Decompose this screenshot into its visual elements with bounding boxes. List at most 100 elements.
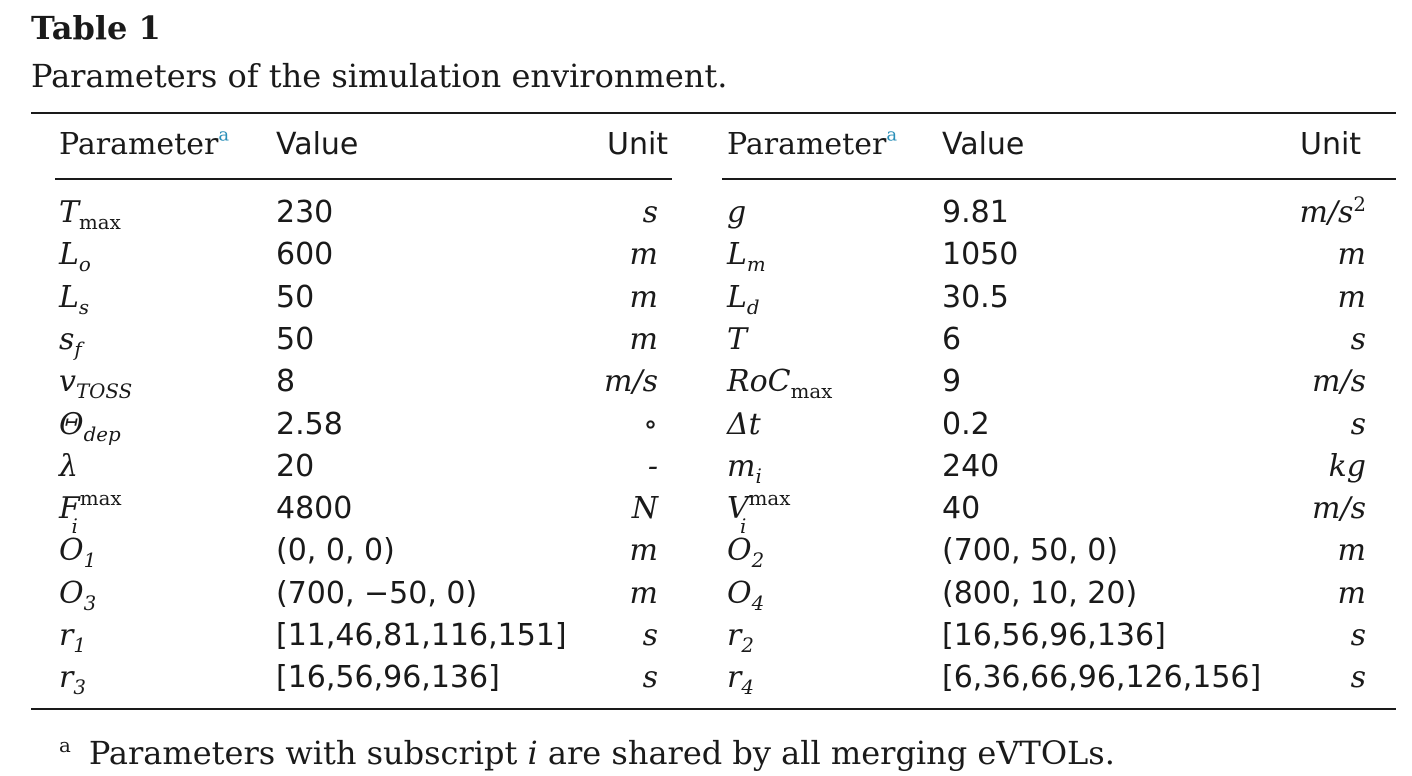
unit-text: m bbox=[629, 321, 658, 357]
unit-cell: kg bbox=[1286, 448, 1366, 484]
param-subscript: i bbox=[755, 464, 762, 488]
param-base: T bbox=[59, 195, 80, 230]
table-footnote: a Parameters with subscript i are shared … bbox=[59, 728, 1115, 771]
value-cell: (0, 0, 0) bbox=[276, 533, 395, 569]
unit-text: m bbox=[629, 533, 658, 569]
unit-text: m/s bbox=[1312, 364, 1366, 400]
param-base: s bbox=[59, 321, 75, 357]
value-cell: 9 bbox=[942, 364, 962, 400]
unit-cell: N bbox=[578, 492, 658, 526]
value-cell: 8 bbox=[276, 364, 296, 400]
footnote-link-a[interactable]: a bbox=[218, 124, 230, 146]
param-cell: Δt bbox=[727, 407, 761, 442]
value-cell: 4800 bbox=[276, 491, 353, 527]
unit-cell: - bbox=[578, 449, 658, 484]
param-cell: O4 bbox=[727, 576, 764, 613]
unit-cell: m bbox=[1286, 279, 1366, 315]
unit-text: m bbox=[629, 237, 658, 273]
unit-text: kg bbox=[1328, 448, 1366, 484]
header-value-left: Value bbox=[276, 127, 359, 162]
unit-cell: s bbox=[1286, 661, 1366, 695]
param-base: g bbox=[727, 195, 747, 230]
unit-text: s bbox=[642, 618, 658, 653]
param-base: r bbox=[727, 660, 742, 696]
param-subscript: 3 bbox=[83, 591, 97, 615]
param-subscript: s bbox=[78, 295, 90, 319]
param-base: L bbox=[59, 237, 79, 273]
value-cell: 40 bbox=[942, 491, 981, 527]
unit-cell: m bbox=[578, 321, 658, 357]
header-unit-right: Unit bbox=[1300, 127, 1362, 162]
param-subscript: i bbox=[740, 515, 747, 539]
param-cell: Lo bbox=[59, 237, 91, 275]
header-parameter-right: Parametera bbox=[727, 124, 898, 162]
param-cell: r4 bbox=[727, 660, 754, 698]
value-cell: [6,36,66,96,126,156] bbox=[942, 660, 1262, 696]
unit-text: m/s bbox=[604, 364, 658, 400]
param-cell: O2 bbox=[727, 534, 764, 571]
param-base: RoC bbox=[727, 364, 791, 400]
param-base: F bbox=[59, 491, 80, 527]
param-base: L bbox=[59, 279, 79, 315]
value-cell: 50 bbox=[276, 321, 315, 357]
unit-text: m/s bbox=[1312, 491, 1366, 527]
unit-cell: s bbox=[1286, 406, 1366, 442]
header-parameter-left: Parametera bbox=[59, 124, 230, 162]
param-subscript: max bbox=[790, 380, 833, 404]
footnote-link-a[interactable]: a bbox=[886, 124, 898, 146]
value-cell: 2.58 bbox=[276, 406, 343, 442]
param-cell: g bbox=[727, 196, 746, 230]
unit-text: m bbox=[1337, 237, 1366, 273]
param-subscript: 4 bbox=[751, 591, 765, 615]
header-rule-left bbox=[55, 178, 672, 180]
unit-cell: m/s bbox=[578, 365, 658, 399]
param-subscript: m bbox=[746, 253, 766, 277]
header-value-right: Value bbox=[942, 127, 1025, 162]
unit-cell: m bbox=[578, 534, 658, 568]
footnote-mark: a bbox=[59, 734, 71, 757]
unit-cell: m bbox=[578, 575, 658, 611]
value-cell: 0.2 bbox=[942, 406, 990, 442]
param-cell: Tmax bbox=[59, 195, 121, 233]
param-subscript: dep bbox=[83, 422, 121, 446]
param-base: O bbox=[59, 575, 84, 611]
param-superscript: max bbox=[79, 487, 122, 511]
unit-text: N bbox=[631, 491, 658, 527]
param-subscript: max bbox=[79, 210, 121, 234]
param-cell: vTOSS bbox=[59, 365, 132, 402]
unit-text: s bbox=[642, 195, 658, 230]
param-subscript: 2 bbox=[751, 549, 765, 573]
value-cell: (700, 50, 0) bbox=[942, 533, 1119, 569]
unit-cell: s bbox=[1286, 322, 1366, 357]
value-cell: [16,56,96,136] bbox=[942, 618, 1166, 653]
unit-cell: m/s bbox=[1286, 492, 1366, 526]
unit-cell: m/s bbox=[1286, 365, 1366, 399]
param-cell: r1 bbox=[59, 618, 86, 656]
param-cell: T bbox=[727, 322, 747, 357]
param-base: r bbox=[59, 618, 74, 653]
unit-text: m bbox=[1337, 533, 1366, 569]
unit-superscript: 2 bbox=[1353, 193, 1366, 217]
param-base: V bbox=[727, 491, 749, 527]
top-rule bbox=[31, 112, 1396, 114]
param-subscript: i bbox=[71, 515, 78, 539]
unit-cell: m bbox=[1286, 238, 1366, 272]
unit-text: m bbox=[629, 575, 658, 611]
unit-text: s bbox=[1350, 618, 1366, 653]
unit-cell: s bbox=[578, 619, 658, 653]
param-cell: O3 bbox=[59, 575, 96, 613]
param-cell: λ bbox=[59, 449, 78, 484]
value-cell: (800, 10, 20) bbox=[942, 575, 1138, 611]
param-subscript: d bbox=[746, 295, 760, 319]
param-subscript: f bbox=[74, 337, 82, 361]
unit-cell: m bbox=[1286, 576, 1366, 611]
unit-text: s bbox=[1350, 406, 1366, 442]
param-base: m bbox=[727, 448, 756, 484]
param-subscript: TOSS bbox=[75, 380, 133, 404]
unit-cell: s bbox=[578, 196, 658, 230]
unit-text: m bbox=[1337, 279, 1366, 315]
